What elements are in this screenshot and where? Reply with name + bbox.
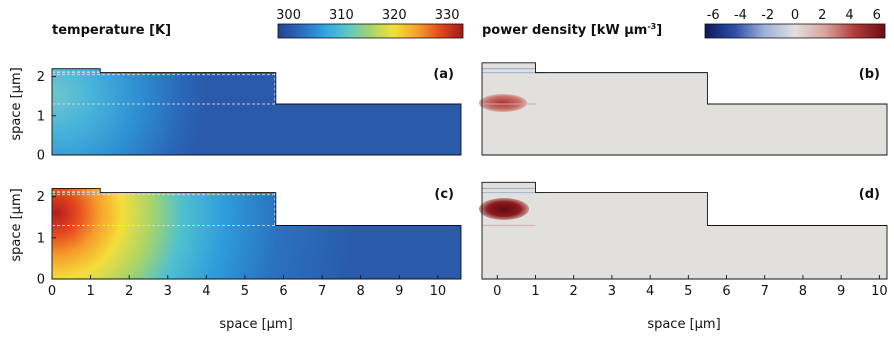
temperature-colorbar-tick: 310 — [329, 8, 354, 23]
x-tick-label: 3 — [608, 284, 616, 299]
power-density-colorbar-tick: 0 — [791, 8, 799, 23]
x-tick-label: 1 — [86, 284, 94, 299]
panel-b-power-map: (b) — [479, 62, 888, 156]
x-tick-label: 0 — [493, 284, 501, 299]
panel-a-label: (a) — [433, 67, 454, 82]
power-density-colorbar-tick: 4 — [845, 8, 853, 23]
temperature-colorbar-tick: 300 — [276, 8, 301, 23]
panel-c-label: (c) — [434, 187, 454, 202]
panel-d-hot-spot — [479, 198, 529, 220]
y-tick-label: 2 — [37, 70, 45, 85]
x-tick-label: 0 — [48, 284, 56, 299]
power-density-colorbar-tick: -4 — [734, 8, 747, 23]
y-tick-label: 0 — [37, 273, 45, 288]
y-tick-label: 1 — [37, 231, 45, 246]
panel-d-x-axis-label: space [µm] — [647, 317, 720, 332]
panel-c-y-axis-label: space [µm] — [9, 188, 24, 261]
x-tick-label: 3 — [164, 284, 172, 299]
temperature-colorbar-tick: 330 — [435, 8, 460, 23]
temperature-colorbar-tick: 320 — [382, 8, 407, 23]
x-tick-label: 5 — [241, 284, 249, 299]
y-tick-label: 1 — [37, 109, 45, 124]
x-tick-label: 1 — [531, 284, 539, 299]
x-tick-label: 2 — [125, 284, 133, 299]
panel-d-power-map: (d) — [479, 181, 888, 280]
panel-a-y-axis-label: space [µm] — [9, 67, 24, 140]
x-tick-label: 5 — [684, 284, 692, 299]
x-tick-label: 4 — [646, 284, 654, 299]
x-tick-label: 9 — [837, 284, 845, 299]
power-density-colorbar-tick: -2 — [761, 8, 774, 23]
x-tick-label: 10 — [430, 284, 447, 299]
temperature-colorbar: 300 310 320 330 — [276, 8, 464, 39]
x-tick-label: 8 — [357, 284, 365, 299]
power-density-colorbar-tick: 2 — [818, 8, 826, 23]
x-tick-label: 7 — [318, 284, 326, 299]
x-tick-label: 2 — [570, 284, 578, 299]
panel-c-x-axis-label: space [µm] — [219, 317, 292, 332]
x-tick-label: 8 — [799, 284, 807, 299]
panel-b-hot-spot — [479, 94, 527, 112]
temperature-title: temperature [K] — [52, 23, 171, 38]
power-density-title: power density [kW µm-3] — [482, 22, 662, 38]
panel-c-temperature-map: (c) — [51, 172, 462, 280]
power-density-colorbar-tick: -6 — [707, 8, 720, 23]
x-tick-label: 4 — [202, 284, 210, 299]
x-tick-label: 9 — [395, 284, 403, 299]
x-tick-label: 10 — [871, 284, 888, 299]
y-tick-label: 0 — [37, 149, 45, 164]
x-tick-label: 7 — [761, 284, 769, 299]
power-density-colorbar: -6 -4 -2 0 2 4 6 — [704, 8, 886, 39]
panel-d-label: (d) — [859, 187, 880, 202]
x-tick-label: 6 — [722, 284, 730, 299]
panel-a-temperature-map: (a) — [51, 53, 462, 156]
panel-b-label: (b) — [859, 67, 880, 82]
y-tick-label: 2 — [37, 190, 45, 205]
x-tick-label: 6 — [279, 284, 287, 299]
power-density-colorbar-tick: 6 — [873, 8, 881, 23]
